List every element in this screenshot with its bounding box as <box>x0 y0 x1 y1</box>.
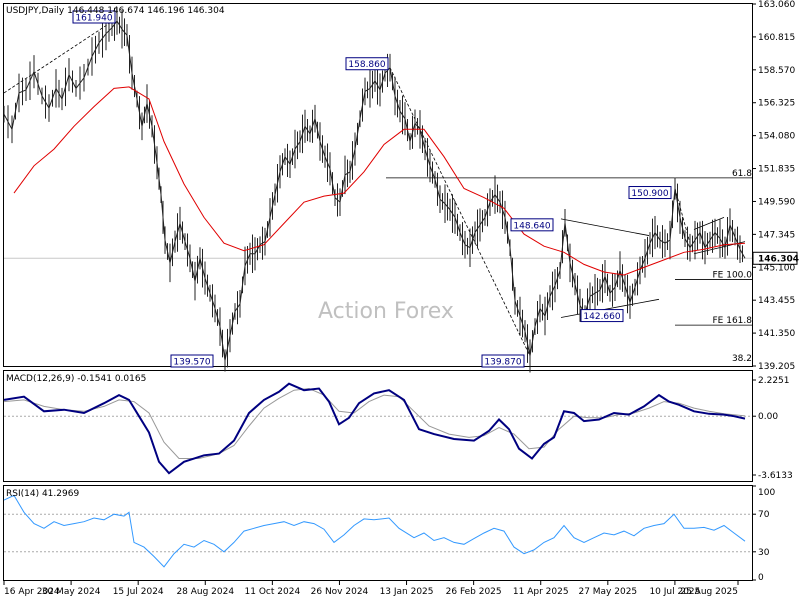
price-label: 161.940 <box>75 13 112 23</box>
rsi-layer <box>3 494 752 568</box>
fib-label: FE 100.0 <box>713 271 753 281</box>
current-price-label: 146.304 <box>758 254 799 264</box>
price-label-box <box>72 10 116 24</box>
trendline-dashed <box>389 67 531 357</box>
moving-average-line <box>13 86 746 276</box>
fib-label: 61.8 <box>732 169 752 179</box>
axis-layer: 163.060 160.815 158.570 156.325 154.080 151.8… <box>3 0 799 597</box>
x-tick-label: 26 Nov 2024 <box>311 587 369 597</box>
price-label-box <box>628 186 672 200</box>
main-y-tick-label: 154.080 <box>758 132 795 142</box>
price-label: 142.660 <box>583 312 620 322</box>
x-tick-label: 11 Apr 2025 <box>513 587 569 597</box>
main-y-tick-label: 141.350 <box>758 329 795 339</box>
x-tick-label: 15 Jul 2024 <box>113 587 164 597</box>
price-label: 158.860 <box>348 60 385 70</box>
main-y-tick-label: 151.835 <box>758 165 795 175</box>
price-label-box <box>481 354 525 368</box>
macd-y-tick-label: 0.00 <box>758 412 778 422</box>
macd-panel-frame <box>3 370 753 482</box>
fib-label: FE 161.8 <box>713 316 753 326</box>
watermark: Action Forex <box>318 299 454 324</box>
triangle-lower-line <box>560 298 660 318</box>
rsi-line <box>3 494 746 568</box>
rsi-y-tick-label: 30 <box>758 548 770 558</box>
price-label-box <box>510 218 554 232</box>
x-tick-label: 26 Feb 2025 <box>446 587 502 597</box>
triangle-upper-line <box>560 218 650 236</box>
x-tick-label: 16 Apr 2024 <box>4 587 60 597</box>
channel-upper-line <box>693 216 725 230</box>
rsi-panel-frame <box>3 485 753 581</box>
rsi-y-tick-label: 100 <box>758 488 775 498</box>
main-y-tick-label: 156.325 <box>758 99 795 109</box>
main-y-tick-label: 139.205 <box>758 362 795 372</box>
fib-label: 38.2 <box>732 354 752 364</box>
main-y-tick-label: 160.815 <box>758 33 795 43</box>
main-y-tick-label: 145.100 <box>758 263 795 273</box>
x-tick-label: 27 May 2025 <box>578 587 637 597</box>
price-label-box <box>170 354 214 368</box>
price-label: 150.900 <box>631 189 668 199</box>
price-label-box <box>580 309 624 323</box>
rsi-y-tick-label: 0 <box>758 573 764 583</box>
main-y-tick-label: 147.345 <box>758 230 795 240</box>
price-label: 139.870 <box>484 358 521 368</box>
macd-main-line <box>3 382 746 475</box>
x-tick-label: 25 Aug 2025 <box>680 587 738 597</box>
main-y-tick-label: 158.570 <box>758 66 795 76</box>
macd-y-tick-label: 2.2251 <box>758 376 790 386</box>
x-tick-label: 30 May 2024 <box>42 587 101 597</box>
rsi-y-tick-label: 70 <box>758 510 770 520</box>
rsi-panel-label: RSI(14) 41.2969 <box>6 489 79 499</box>
x-tick-label: 28 Aug 2024 <box>176 587 234 597</box>
x-tick-label: 10 Jul 2025 <box>649 587 700 597</box>
macd-layer <box>3 382 752 475</box>
macd-panel-label: MACD(12,26,9) -0.1541 0.0165 <box>6 374 146 384</box>
price-label: 148.640 <box>513 221 550 231</box>
main-price-layer: 61.8 FE 100.0 FE 161.8 38.2 161.940 158.860 14… <box>3 7 753 373</box>
main-y-tick-label: 163.060 <box>758 0 795 10</box>
price-label-box <box>345 57 389 71</box>
current-price-badge <box>752 251 798 265</box>
main-y-tick-label: 149.590 <box>758 197 795 207</box>
symbol-header: USDJPY,Daily 146.448 146.674 146.196 146… <box>6 6 225 16</box>
main-y-tick-label: 143.455 <box>758 296 795 306</box>
macd-y-tick-label: -3.6133 <box>758 471 793 481</box>
x-tick-label: 13 Jan 2025 <box>380 587 434 597</box>
price-label: 139.570 <box>173 358 210 368</box>
x-tick-label: 11 Oct 2024 <box>245 587 301 597</box>
